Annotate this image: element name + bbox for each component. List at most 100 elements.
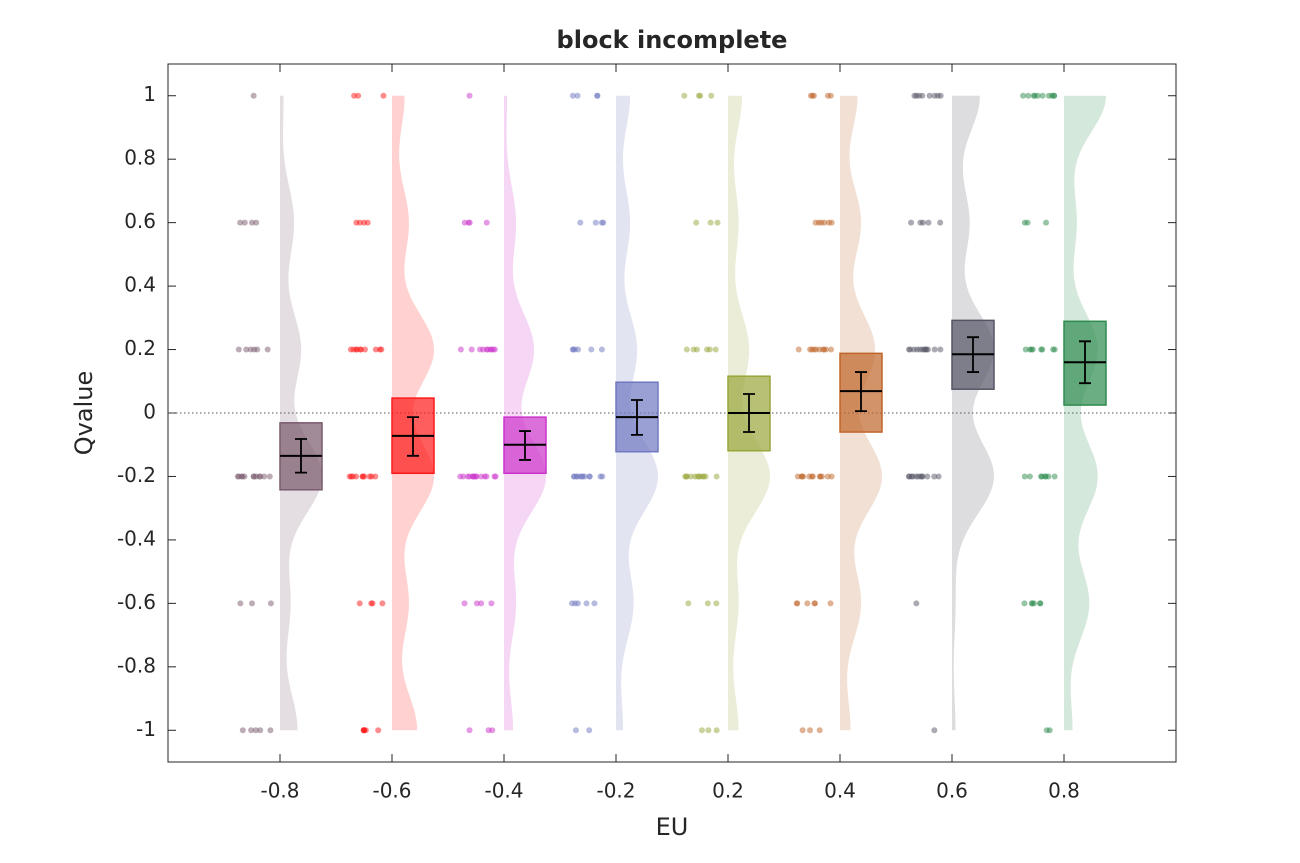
data-point	[795, 346, 802, 353]
data-point	[247, 346, 254, 353]
data-point	[713, 727, 720, 734]
data-point	[712, 346, 719, 353]
density	[1064, 95, 1106, 731]
data-point	[1038, 473, 1045, 480]
data-point	[809, 473, 816, 480]
x-tick-label: -0.2	[596, 779, 635, 803]
data-point	[1037, 600, 1044, 607]
data-point	[572, 600, 579, 607]
x-axis-label: EU	[656, 813, 689, 841]
data-point	[379, 600, 386, 607]
data-point	[1045, 92, 1052, 99]
data-point	[1026, 473, 1033, 480]
data-point	[250, 473, 257, 480]
data-point	[592, 219, 599, 226]
data-point	[346, 473, 353, 480]
data-point	[579, 473, 586, 480]
data-point	[591, 600, 598, 607]
density	[392, 95, 434, 731]
data-point	[682, 473, 689, 480]
data-point	[937, 346, 944, 353]
data-point	[466, 727, 473, 734]
data-point	[704, 600, 711, 607]
x-tick-label: -0.6	[372, 779, 411, 803]
data-point	[1020, 92, 1027, 99]
data-point	[574, 92, 581, 99]
y-tick-label: -0.4	[117, 526, 156, 550]
data-point	[253, 219, 260, 226]
data-point	[492, 473, 499, 480]
data-point	[359, 473, 366, 480]
data-point	[583, 600, 590, 607]
y-tick-label: 0.2	[124, 336, 156, 360]
data-point	[1031, 600, 1038, 607]
data-point	[569, 346, 576, 353]
data-point	[235, 346, 242, 353]
data-point	[1050, 346, 1057, 353]
data-point	[937, 219, 944, 226]
data-point	[353, 473, 360, 480]
data-point	[598, 346, 605, 353]
data-point	[925, 219, 932, 226]
data-point	[827, 600, 834, 607]
error-bar	[519, 430, 531, 461]
data-point	[916, 346, 923, 353]
data-point	[489, 727, 496, 734]
data-point	[573, 473, 580, 480]
data-point	[1043, 219, 1050, 226]
data-point	[1021, 600, 1028, 607]
data-point	[907, 346, 914, 353]
data-point	[356, 600, 363, 607]
data-point	[473, 473, 480, 480]
error-bar	[631, 399, 643, 436]
data-point	[811, 346, 818, 353]
data-point	[828, 219, 835, 226]
data-point	[693, 219, 700, 226]
data-point	[598, 219, 605, 226]
data-point	[577, 219, 584, 226]
data-point	[461, 600, 468, 607]
data-point	[376, 346, 383, 353]
data-point	[697, 92, 704, 99]
data-point	[368, 473, 375, 480]
data-point	[696, 473, 703, 480]
data-point	[815, 219, 822, 226]
error-bar	[967, 336, 979, 373]
data-point	[1051, 92, 1058, 99]
data-point	[267, 600, 274, 607]
data-point	[693, 346, 700, 353]
data-point	[919, 92, 926, 99]
density	[840, 95, 882, 731]
y-tick-label: 0	[143, 400, 156, 424]
data-point	[917, 473, 924, 480]
data-point	[1051, 473, 1058, 480]
data-point	[234, 473, 241, 480]
data-point	[1025, 92, 1032, 99]
data-point	[920, 219, 927, 226]
error-bar	[407, 416, 419, 457]
data-point	[572, 727, 579, 734]
data-point	[1021, 473, 1028, 480]
data-point	[351, 92, 358, 99]
data-point	[266, 473, 273, 480]
data-point	[817, 473, 824, 480]
data-point	[473, 600, 480, 607]
data-point	[594, 92, 601, 99]
data-point	[828, 473, 835, 480]
y-tick-label: 0.6	[124, 209, 156, 233]
data-point	[704, 346, 711, 353]
data-point	[237, 600, 244, 607]
data-point	[248, 600, 255, 607]
y-tick-label: -0.6	[117, 590, 156, 614]
y-axis-label: Qvalue	[70, 371, 98, 455]
data-point	[931, 727, 938, 734]
data-point	[353, 346, 360, 353]
data-point	[1031, 92, 1038, 99]
density	[280, 95, 322, 731]
data-point	[828, 346, 835, 353]
data-point	[483, 219, 490, 226]
data-point	[707, 219, 714, 226]
data-point	[361, 346, 368, 353]
data-point	[1039, 92, 1046, 99]
data-point	[705, 727, 712, 734]
